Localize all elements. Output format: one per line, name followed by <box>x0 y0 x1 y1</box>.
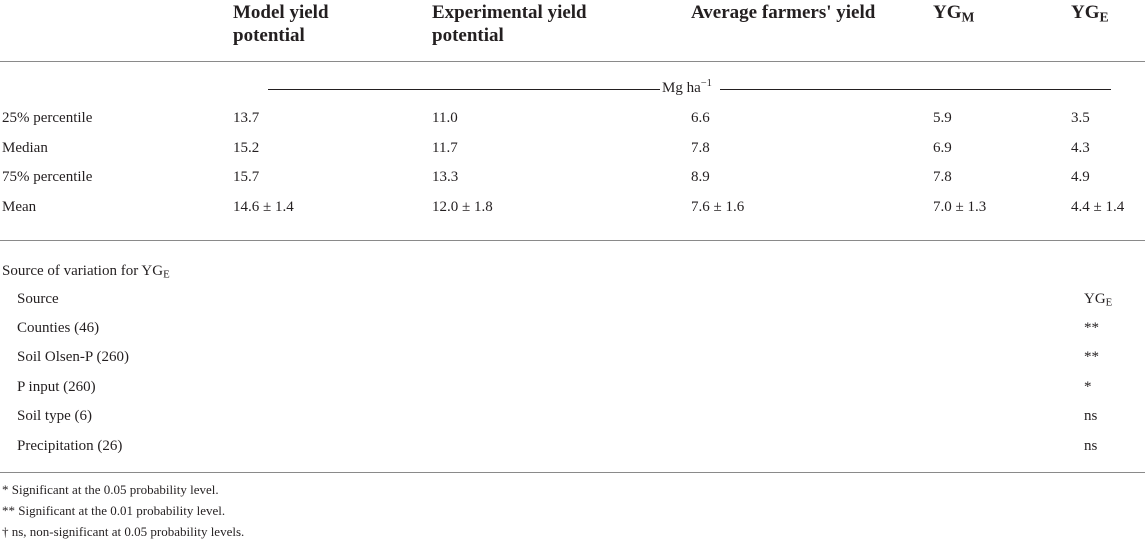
row-value: 4.9 <box>1071 169 1090 185</box>
header-yg-e: YGE <box>1071 2 1109 25</box>
row-value: 15.7 <box>233 169 260 185</box>
variation-item-label: Soil type (6) <box>17 408 92 424</box>
row-value: 6.9 <box>933 140 952 156</box>
row-value: 14.6 ± 1.4 <box>233 199 294 215</box>
variation-item-label: Counties (46) <box>17 320 100 336</box>
row-value: 11.7 <box>432 140 458 156</box>
footnote: ** Significant at the 0.01 probability l… <box>2 503 226 518</box>
row-value: 7.0 ± 1.3 <box>933 199 987 215</box>
variation-item-sig: ns <box>1084 438 1098 454</box>
row-value: 4.3 <box>1071 140 1090 156</box>
variation-item-label: Precipitation (26) <box>17 438 123 454</box>
row-value: 4.4 ± 1.4 <box>1071 199 1125 215</box>
units-dash-left <box>268 89 660 90</box>
variation-item-sig: ns <box>1084 408 1098 424</box>
variation-item-sig: ** <box>1084 349 1099 365</box>
row-value: 12.0 ± 1.8 <box>432 199 493 215</box>
variation-item-label: P input (260) <box>17 379 96 395</box>
section-rule <box>0 240 1145 241</box>
row-label: Mean <box>2 199 37 215</box>
row-value: 13.3 <box>432 169 459 185</box>
variation-title: Source of variation for YGE <box>2 263 170 281</box>
variation-source-col: YGE <box>1084 291 1113 309</box>
row-value: 13.7 <box>233 110 260 126</box>
variation-item-sig: ** <box>1084 320 1099 336</box>
row-value: 3.5 <box>1071 110 1090 126</box>
footnote: † ns, non-significant at 0.05 probabilit… <box>2 524 245 539</box>
units-label: Mg ha−1 <box>662 78 712 96</box>
row-label: 75% percentile <box>2 169 93 185</box>
header-experimental-yield-potential: Experimental yield potential <box>432 2 587 46</box>
row-value: 7.8 <box>691 140 710 156</box>
row-label: Median <box>2 140 48 156</box>
row-value: 7.6 ± 1.6 <box>691 199 745 215</box>
row-value: 11.0 <box>432 110 458 126</box>
variation-item-label: Soil Olsen-P (260) <box>17 349 129 365</box>
variation-source-label: Source <box>17 291 59 307</box>
row-label: 25% percentile <box>2 110 93 126</box>
header-model-yield-potential: Model yield potential <box>233 2 329 46</box>
header-average-farmers-yield: Average farmers' yield <box>691 2 876 23</box>
header-yg-m: YGM <box>933 2 975 25</box>
footnote: * Significant at the 0.05 probability le… <box>2 482 219 497</box>
header-rule <box>0 61 1145 62</box>
row-value: 8.9 <box>691 169 710 185</box>
footer-rule <box>0 472 1145 473</box>
row-value: 7.8 <box>933 169 952 185</box>
units-dash-right <box>720 89 1111 90</box>
row-value: 6.6 <box>691 110 710 126</box>
variation-item-sig: * <box>1084 379 1092 395</box>
row-value: 15.2 <box>233 140 260 156</box>
row-value: 5.9 <box>933 110 952 126</box>
